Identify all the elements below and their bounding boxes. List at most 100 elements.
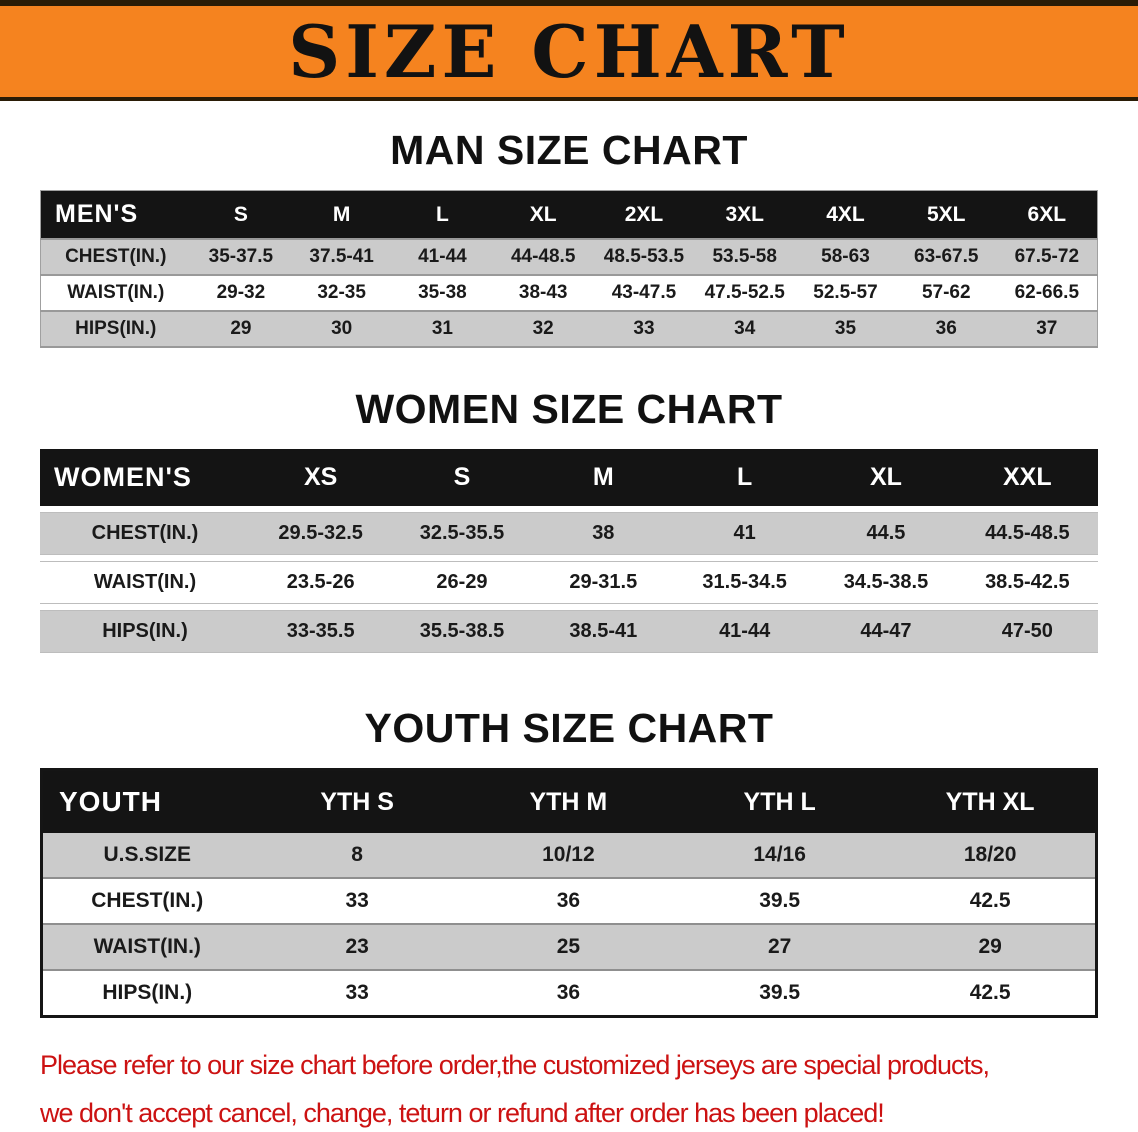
measurement-value-cell: 35-37.5: [208, 246, 274, 267]
measurement-value-cell: 36: [556, 889, 581, 912]
measurement-row: CHEST(IN.) 29.5-32.5 32.5-35.5 38 41 44.5 44.5…: [40, 512, 1098, 555]
measurement-value-cell: 34: [734, 318, 756, 339]
measurement-value-cell: 41-44: [673, 610, 816, 653]
measurement-value-cell: 67.5-72: [1014, 246, 1080, 267]
measurement-value-cell: 18/20: [963, 843, 1017, 866]
measurement-value-cell: 29-31.5: [532, 561, 674, 604]
measurement-value-cell: 30: [331, 318, 353, 339]
size-column-header: YTH XL: [885, 769, 1097, 833]
measurement-value-cell: 34.5-38.5: [815, 561, 957, 604]
measurement-value-cell: 38: [532, 512, 674, 555]
table-head: YOUTH YTH S YTH M YTH L YTH XL: [41, 769, 1097, 833]
size-column-header: XXL: [956, 449, 1098, 506]
row-label-cell: U.S.SIZE: [103, 843, 192, 866]
size-column-header: YTH L: [674, 769, 886, 833]
row-label-cell: WAIST(IN.): [93, 935, 201, 958]
size-column-header: 2XL: [593, 190, 695, 240]
measurement-value-cell: 53.5-58: [712, 246, 777, 267]
size-column-header: M: [291, 190, 393, 240]
size-column-header: S: [391, 449, 533, 506]
measurement-value-cell: 57-62: [921, 282, 971, 303]
size-column-header: XL: [815, 449, 957, 506]
women-size-table: WOMEN'S XS S M L XL XXL CHEST(IN.) 29.5-32.5 32.5…: [40, 443, 1098, 659]
measurement-value-cell: 37.5-41: [309, 246, 374, 267]
measurement-value-cell: 39.5: [759, 889, 801, 912]
table-body: U.S.SIZE 8 10/12 14/16 18/20 CHEST(IN.) 33 36 39…: [41, 833, 1097, 1017]
size-column-header: 6XL: [996, 190, 1098, 240]
measurement-value-cell: 42.5: [969, 981, 1011, 1004]
row-label-cell: HIPS(IN.): [102, 981, 193, 1004]
measurement-value-cell: 29: [978, 935, 1002, 958]
measurement-value-cell: 36: [556, 981, 581, 1004]
size-column-header: 3XL: [694, 190, 796, 240]
men-size-section: MAN SIZE CHART MEN'S S M L XL 2XL 3XL 4XL 5XL 6XL…: [0, 101, 1138, 348]
youth-size-section: YOUTH SIZE CHART YOUTH YTH S YTH M YTH L YTH…: [0, 659, 1138, 1018]
measurement-value-cell: 62-66.5: [1014, 282, 1080, 303]
size-column-header: YTH S: [251, 769, 463, 833]
measurement-value-cell: 52.5-57: [813, 282, 878, 303]
measurement-value-cell: 31.5-34.5: [673, 561, 816, 604]
measurement-value-cell: 38.5-41: [532, 610, 674, 653]
table-body: CHEST(IN.) 29.5-32.5 32.5-35.5 38 41 44.5 44.5…: [40, 512, 1098, 653]
measurement-value-cell: 41-44: [418, 246, 467, 267]
table-title-cell: WOMEN'S: [40, 449, 250, 506]
measurement-value-cell: 26-29: [391, 561, 533, 604]
men-size-table: MEN'S S M L XL 2XL 3XL 4XL 5XL 6XL CHEST(IN.) 35-37…: [40, 190, 1098, 348]
measurement-value-cell: 35.5-38.5: [391, 610, 533, 653]
measurement-value-cell: 10/12: [542, 843, 595, 866]
measurement-row: WAIST(IN.) 23.5-26 26-29 29-31.5 31.5-34.5 34…: [40, 561, 1098, 604]
measurement-row: WAIST(IN.) 23 25 27 29: [41, 924, 1097, 970]
size-column-header: XS: [250, 449, 392, 506]
measurement-value-cell: 36: [935, 318, 957, 339]
table-header-row: MEN'S S M L XL 2XL 3XL 4XL 5XL 6XL: [40, 190, 1098, 240]
size-column-header: L: [392, 190, 493, 240]
row-label-cell: HIPS(IN.): [40, 610, 250, 653]
row-label-cell: WAIST(IN.): [40, 561, 250, 604]
measurement-value-cell: 35: [834, 318, 857, 339]
measurement-row: HIPS(IN.) 33-35.5 35.5-38.5 38.5-41 41-44 44-…: [40, 610, 1098, 653]
size-column-header: 4XL: [795, 190, 896, 240]
measurement-value-cell: 44.5-48.5: [956, 512, 1098, 555]
size-column-header: XL: [492, 190, 594, 240]
row-label-cell: CHEST(IN.): [40, 512, 250, 555]
measurement-row: HIPS(IN.) 33 36 39.5 42.5: [42, 970, 1097, 1017]
measurement-row: WAIST(IN.) 29-32 32-35 35-38 38-43 43-47.5 47.…: [40, 275, 1098, 311]
row-label-cell: WAIST(IN.): [67, 282, 165, 303]
row-label-cell: CHEST(IN.): [65, 246, 167, 267]
measurement-value-cell: 38.5-42.5: [956, 561, 1098, 604]
measurement-value-cell: 47-50: [956, 610, 1098, 653]
measurement-value-cell: 8: [351, 843, 363, 866]
measurement-value-cell: 35-38: [418, 282, 467, 303]
measurement-value-cell: 44-47: [815, 610, 957, 653]
table-title-cell: YOUTH: [41, 769, 252, 833]
measurement-value-cell: 44.5: [815, 512, 957, 555]
size-column-header: 5XL: [895, 190, 997, 240]
women-section-heading: WOMEN SIZE CHART: [355, 386, 783, 432]
measurement-value-cell: 63-67.5: [914, 246, 979, 267]
measurement-value-cell: 14/16: [753, 843, 806, 866]
measurement-value-cell: 27: [767, 935, 792, 958]
measurement-value-cell: 29-32: [216, 282, 266, 303]
measurement-row: CHEST(IN.) 35-37.5 37.5-41 41-44 44-48.5 48.5…: [40, 239, 1098, 275]
row-label-cell: HIPS(IN.): [75, 318, 157, 339]
size-column-header: M: [532, 449, 674, 506]
measurement-row: CHEST(IN.) 33 36 39.5 42.5: [41, 878, 1097, 924]
measurement-row: U.S.SIZE 8 10/12 14/16 18/20: [41, 833, 1097, 878]
disclaimer: Please refer to our size chart before or…: [0, 1018, 1138, 1132]
measurement-value-cell: 33: [345, 889, 369, 912]
measurement-value-cell: 23.5-26: [250, 561, 392, 604]
measurement-value-cell: 32-35: [317, 282, 366, 303]
measurement-value-cell: 31: [431, 318, 453, 339]
page-title: SIZE CHART: [288, 8, 850, 94]
size-column-header: S: [190, 190, 292, 240]
measurement-value-cell: 37: [1036, 318, 1058, 339]
measurement-value-cell: 42.5: [969, 889, 1011, 912]
table-head: MEN'S S M L XL 2XL 3XL 4XL 5XL 6XL: [40, 190, 1098, 240]
women-size-section: WOMEN SIZE CHART WOMEN'S XS S M L XL XXL CHEST(…: [0, 348, 1138, 659]
measurement-value-cell: 39.5: [759, 981, 801, 1004]
measurement-value-cell: 23: [345, 935, 369, 958]
measurement-value-cell: 47.5-52.5: [704, 282, 785, 303]
youth-section-heading: YOUTH SIZE CHART: [364, 705, 774, 751]
size-column-header: L: [673, 449, 816, 506]
measurement-value-cell: 33: [633, 318, 655, 339]
